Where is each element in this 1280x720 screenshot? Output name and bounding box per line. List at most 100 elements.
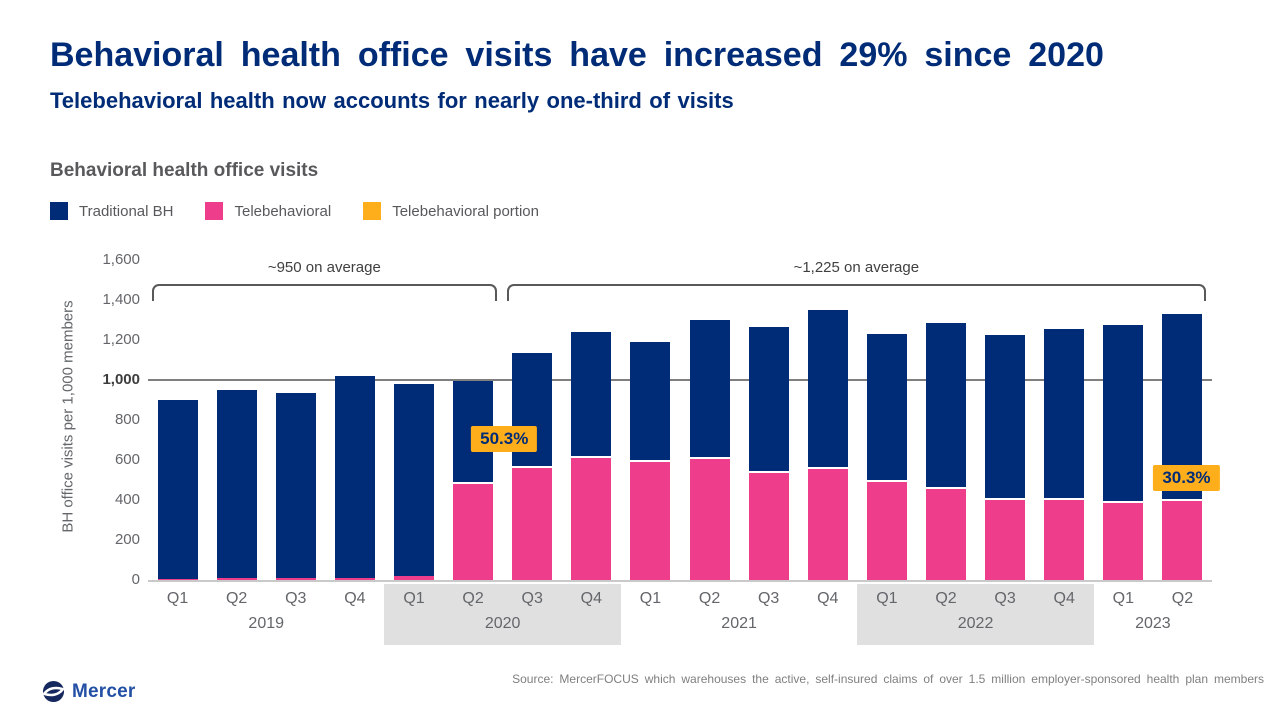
bar-segment-telebehavioral	[985, 498, 1026, 580]
x-tick-label: Q2	[935, 590, 957, 607]
y-tick-label: 800	[114, 411, 140, 428]
x-tick-label: Q3	[757, 590, 780, 607]
bar	[866, 334, 907, 580]
x-tick-label: Q3	[285, 590, 307, 607]
legend-label: Telebehavioral	[234, 202, 332, 220]
bar-segment-traditional	[1103, 325, 1144, 501]
bar	[1162, 314, 1203, 580]
y-tick-label: 1,600	[102, 251, 140, 268]
y-tick-label: 0	[131, 571, 140, 588]
bar-segment-telebehavioral	[393, 576, 434, 580]
bar-segment-telebehavioral	[334, 577, 375, 580]
bar	[925, 323, 966, 580]
bar-segment-traditional	[748, 327, 789, 471]
year-shading-band	[384, 584, 621, 645]
x-tick-label: Q1	[166, 590, 189, 607]
bar	[689, 320, 730, 580]
telebehavioral-swatch-icon	[205, 202, 224, 220]
page-subtitle: Telebehavioral health now accounts for n…	[50, 88, 734, 113]
y-tick-label: 1,000	[102, 371, 140, 388]
bar	[985, 335, 1026, 580]
telebehavioral-portion-label: 30.3%	[1153, 465, 1220, 491]
traditional-swatch-icon	[50, 202, 68, 220]
year-label: 2020	[484, 615, 521, 632]
x-tick-label: Q1	[403, 590, 425, 607]
mercer-wordmark: Mercer	[72, 680, 136, 702]
bar-segment-traditional	[216, 390, 257, 579]
x-tick-label: Q2	[462, 590, 484, 607]
x-tick-label: Q3	[521, 590, 543, 607]
legend-label: Telebehavioral portion	[392, 202, 539, 220]
bar-segment-telebehavioral	[1044, 498, 1085, 580]
bar-segment-telebehavioral	[807, 467, 848, 580]
year-label: 2021	[721, 615, 757, 632]
page-title: Behavioral health office visits have inc…	[50, 36, 1104, 74]
legend-item-traditional: Traditional BH	[50, 202, 173, 220]
x-tick-label: Q1	[876, 590, 898, 607]
source-note: Source: MercerFOCUS which warehouses the…	[512, 672, 1264, 686]
x-tick-label: Q2	[698, 590, 721, 607]
bar	[630, 342, 671, 580]
bar-segment-traditional	[1044, 329, 1085, 498]
bar-segment-telebehavioral	[512, 466, 553, 580]
bar-segment-telebehavioral	[630, 460, 671, 580]
y-tick-label: 600	[114, 451, 140, 468]
average-bracket	[152, 284, 497, 301]
bar-segment-telebehavioral	[1162, 499, 1203, 580]
bar-segment-traditional	[807, 310, 848, 467]
bar	[807, 310, 848, 580]
bar-segment-traditional	[985, 335, 1026, 498]
x-tick-label: Q1	[1112, 590, 1134, 607]
bar	[1103, 325, 1144, 580]
telebehavioral-portion-swatch-icon	[363, 202, 382, 220]
bar-segment-traditional	[866, 334, 907, 480]
mercer-logo-icon	[42, 680, 65, 703]
bar-segment-telebehavioral	[689, 457, 730, 580]
bar-segment-traditional	[334, 376, 375, 578]
bar-segment-telebehavioral	[925, 487, 966, 580]
x-tick-label: Q4	[1053, 590, 1075, 607]
bar	[157, 400, 198, 580]
mercer-logo: Mercer	[42, 680, 136, 703]
y-tick-label: 400	[114, 491, 140, 508]
average-bracket	[506, 284, 1206, 301]
bar	[512, 353, 553, 580]
bar-segment-telebehavioral	[157, 579, 198, 580]
telebehavioral-portion-label: 50.3%	[471, 426, 538, 452]
year-shading-band	[857, 584, 1094, 645]
bar	[748, 327, 789, 580]
bar	[1044, 329, 1085, 580]
bar-segment-traditional	[689, 320, 730, 457]
bar	[275, 393, 316, 580]
x-tick-label: Q1	[639, 590, 662, 607]
bar-segment-traditional	[925, 323, 966, 487]
bar-segment-telebehavioral	[571, 456, 612, 580]
average-bracket-label: ~950 on average	[267, 259, 381, 276]
bar-segment-traditional	[275, 393, 316, 579]
x-axis-line	[148, 580, 1212, 582]
x-tick-label: Q4	[817, 590, 839, 607]
bar-segment-traditional	[157, 400, 198, 579]
x-tick-label: Q3	[994, 590, 1016, 607]
bar	[453, 381, 494, 580]
bar-segment-telebehavioral	[216, 578, 257, 580]
bar-segment-traditional	[571, 332, 612, 456]
chart-legend: Traditional BH Telebehavioral Telebehavi…	[50, 202, 539, 220]
y-tick-label: 200	[114, 531, 140, 548]
bar-segment-telebehavioral	[275, 578, 316, 580]
bar-segment-telebehavioral	[453, 482, 494, 580]
year-label: 2023	[1135, 615, 1171, 632]
bar	[571, 332, 612, 580]
bar	[334, 376, 375, 580]
bar-segment-telebehavioral	[866, 480, 907, 580]
y-tick-label: 1,200	[102, 331, 140, 348]
bar-segment-telebehavioral	[1103, 501, 1144, 580]
bar	[393, 384, 434, 580]
x-tick-label: Q2	[1171, 590, 1194, 607]
legend-label: Traditional BH	[79, 202, 174, 220]
year-label: 2019	[248, 615, 285, 632]
y-tick-label: 1,400	[102, 291, 140, 308]
x-tick-label: Q2	[225, 590, 248, 607]
legend-item-telebehavioral: Telebehavioral	[205, 202, 331, 220]
